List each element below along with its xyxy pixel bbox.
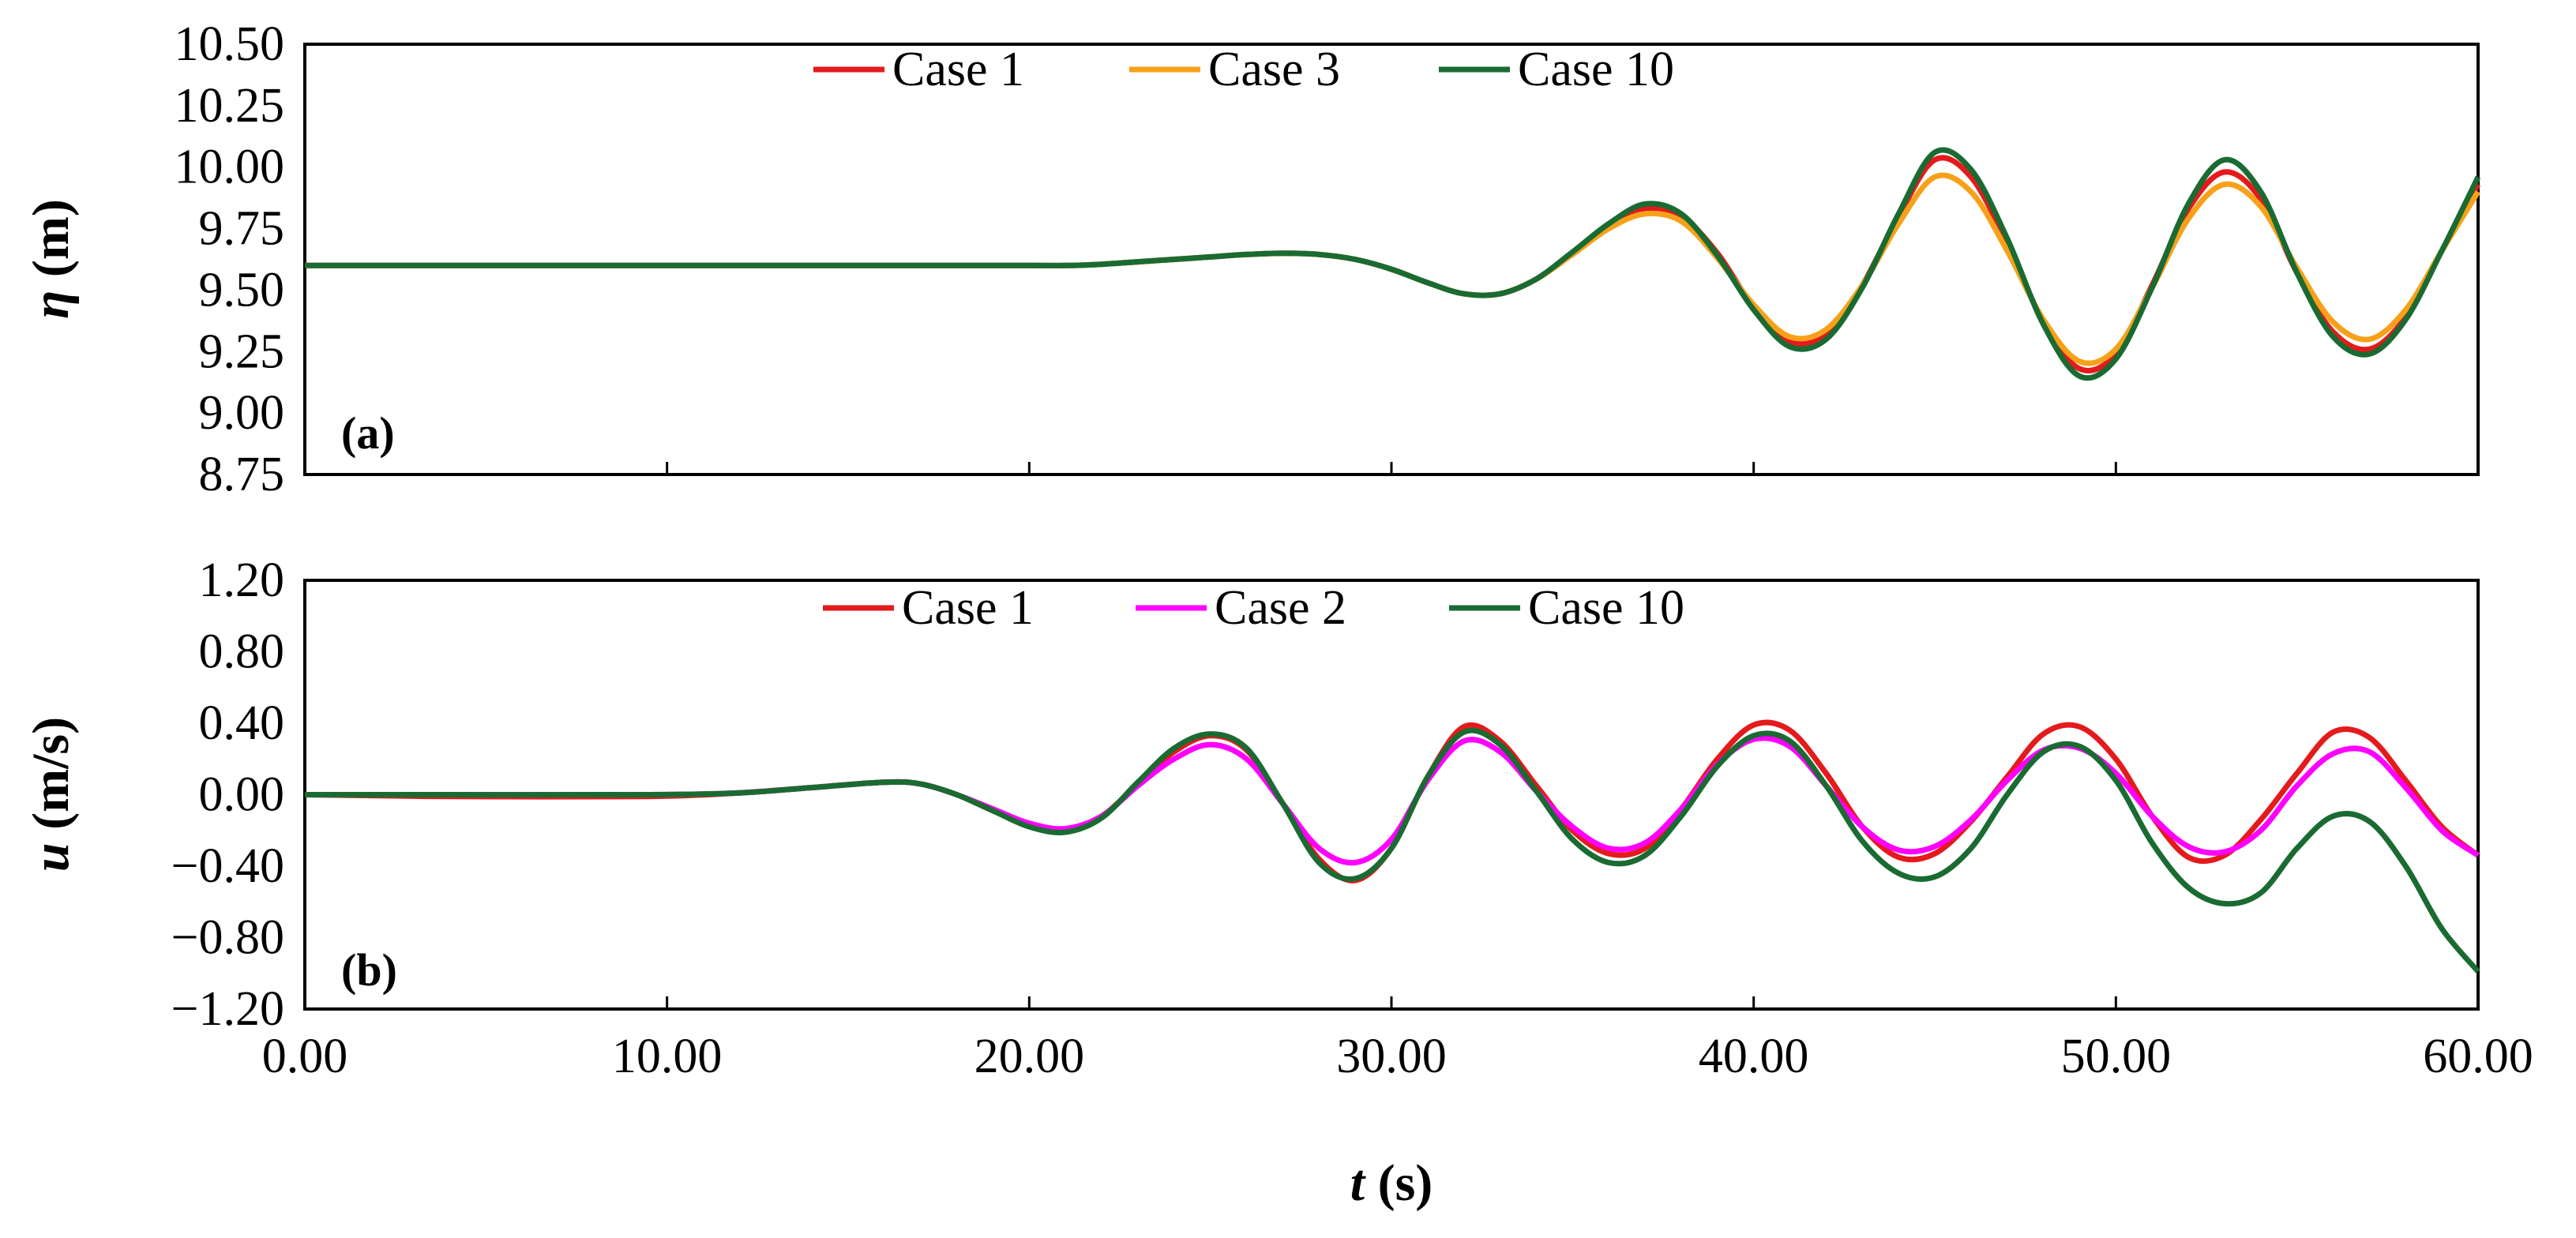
y-tick-label: 1.20 xyxy=(199,553,285,607)
x-tick-label: 10.00 xyxy=(612,1030,723,1083)
y-tick-label: 9.25 xyxy=(199,325,285,378)
plot-frame-a xyxy=(303,43,2480,476)
x-tick-label: 0.00 xyxy=(262,1030,348,1083)
series-lines-a xyxy=(305,147,2481,381)
y-tick-label: 9.50 xyxy=(199,263,285,317)
y-tick-label: 9.00 xyxy=(199,386,285,440)
y-tick-label: −0.40 xyxy=(171,839,284,893)
legend-label: Case 2 xyxy=(1215,581,1346,635)
y-tick-label: 0.40 xyxy=(199,696,285,750)
legend-label: Case 1 xyxy=(892,43,1024,96)
y-axis-symbol-b: u xyxy=(22,842,80,872)
y-axis-label-a: η (m) xyxy=(22,199,80,319)
y-tick-label: 10.00 xyxy=(175,141,285,194)
panel-label-a: (a) xyxy=(341,407,395,459)
x-axis-label: t (s) xyxy=(1350,1154,1433,1212)
legend-label: Case 10 xyxy=(1518,43,1674,96)
series-line-case-10 xyxy=(304,727,2480,974)
y-axis-symbol-a: η xyxy=(22,291,80,319)
legend-label: Case 1 xyxy=(902,581,1034,635)
legend-label: Case 10 xyxy=(1528,581,1684,635)
panel-a: 8.75 9.00 9.25 9.50 9.75 10.00 10.25 10.50 Case… xyxy=(22,17,2481,501)
y-axis-unit-a: (m) xyxy=(22,199,80,290)
y-tick-label: 8.75 xyxy=(199,448,285,501)
x-tick-label: 30.00 xyxy=(1336,1030,1447,1083)
y-tick-label: 10.25 xyxy=(175,79,285,133)
x-axis-unit: (s) xyxy=(1365,1154,1433,1212)
x-tick-label: 20.00 xyxy=(974,1030,1085,1083)
series-line-case-10 xyxy=(305,147,2481,381)
y-tick-label: 10.50 xyxy=(175,17,285,71)
ticks-a: 8.75 9.00 9.25 9.50 9.75 10.00 10.25 10.50 xyxy=(175,17,2117,501)
legend-b: Case 1 Case 2 Case 10 xyxy=(823,581,1684,635)
y-tick-label: −1.20 xyxy=(171,982,284,1036)
y-axis-unit-b: (m/s) xyxy=(22,717,80,842)
series-lines-b xyxy=(304,719,2480,974)
panel-b: −1.20 −0.80 −0.40 0.00 0.40 0.80 1.20 0.00 10.00… xyxy=(22,553,2533,1212)
ticks-b: −1.20 −0.80 −0.40 0.00 0.40 0.80 1.20 0.00 10.00… xyxy=(171,553,2533,1083)
y-axis-label-b: u (m/s) xyxy=(22,717,80,872)
y-tick-label: 0.00 xyxy=(199,768,285,822)
series-line-case-1 xyxy=(304,719,2480,883)
legend-a: Case 1 Case 3 Case 10 xyxy=(813,43,1674,96)
y-tick-label: 0.80 xyxy=(199,625,285,679)
x-axis-symbol: t xyxy=(1350,1154,1366,1212)
panel-label-b: (b) xyxy=(341,944,397,996)
x-tick-label: 40.00 xyxy=(1699,1030,1809,1083)
y-tick-label: 9.75 xyxy=(199,202,285,256)
x-tick-label: 60.00 xyxy=(2423,1030,2533,1083)
y-tick-label: −0.80 xyxy=(171,911,284,965)
legend-label: Case 3 xyxy=(1208,43,1340,96)
x-tick-label: 50.00 xyxy=(2061,1030,2172,1083)
